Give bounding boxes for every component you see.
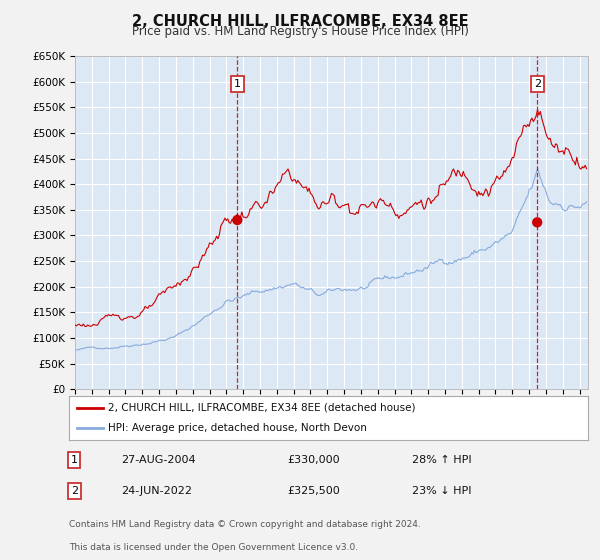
Text: 27-AUG-2004: 27-AUG-2004 (121, 455, 196, 465)
Point (233, 216, 242, 225)
Text: HPI: Average price, detached house, North Devon: HPI: Average price, detached house, Nort… (108, 423, 367, 433)
Text: 2: 2 (533, 79, 541, 89)
Text: 2, CHURCH HILL, ILFRACOMBE, EX34 8EE: 2, CHURCH HILL, ILFRACOMBE, EX34 8EE (131, 14, 469, 29)
Text: 1: 1 (234, 79, 241, 89)
Text: Contains HM Land Registry data © Crown copyright and database right 2024.: Contains HM Land Registry data © Crown c… (69, 520, 421, 529)
Text: 28% ↑ HPI: 28% ↑ HPI (412, 455, 471, 465)
Text: 24-JUN-2022: 24-JUN-2022 (121, 486, 192, 496)
Text: This data is licensed under the Open Government Licence v3.0.: This data is licensed under the Open Gov… (69, 543, 358, 552)
Text: 23% ↓ HPI: 23% ↓ HPI (412, 486, 471, 496)
Text: Price paid vs. HM Land Registry's House Price Index (HPI): Price paid vs. HM Land Registry's House … (131, 25, 469, 38)
Point (532, 218, 542, 227)
Text: £325,500: £325,500 (287, 486, 340, 496)
Text: 2, CHURCH HILL, ILFRACOMBE, EX34 8EE (detached house): 2, CHURCH HILL, ILFRACOMBE, EX34 8EE (de… (108, 403, 415, 413)
Text: £330,000: £330,000 (287, 455, 340, 465)
Text: 2: 2 (71, 486, 78, 496)
Text: 1: 1 (71, 455, 77, 465)
